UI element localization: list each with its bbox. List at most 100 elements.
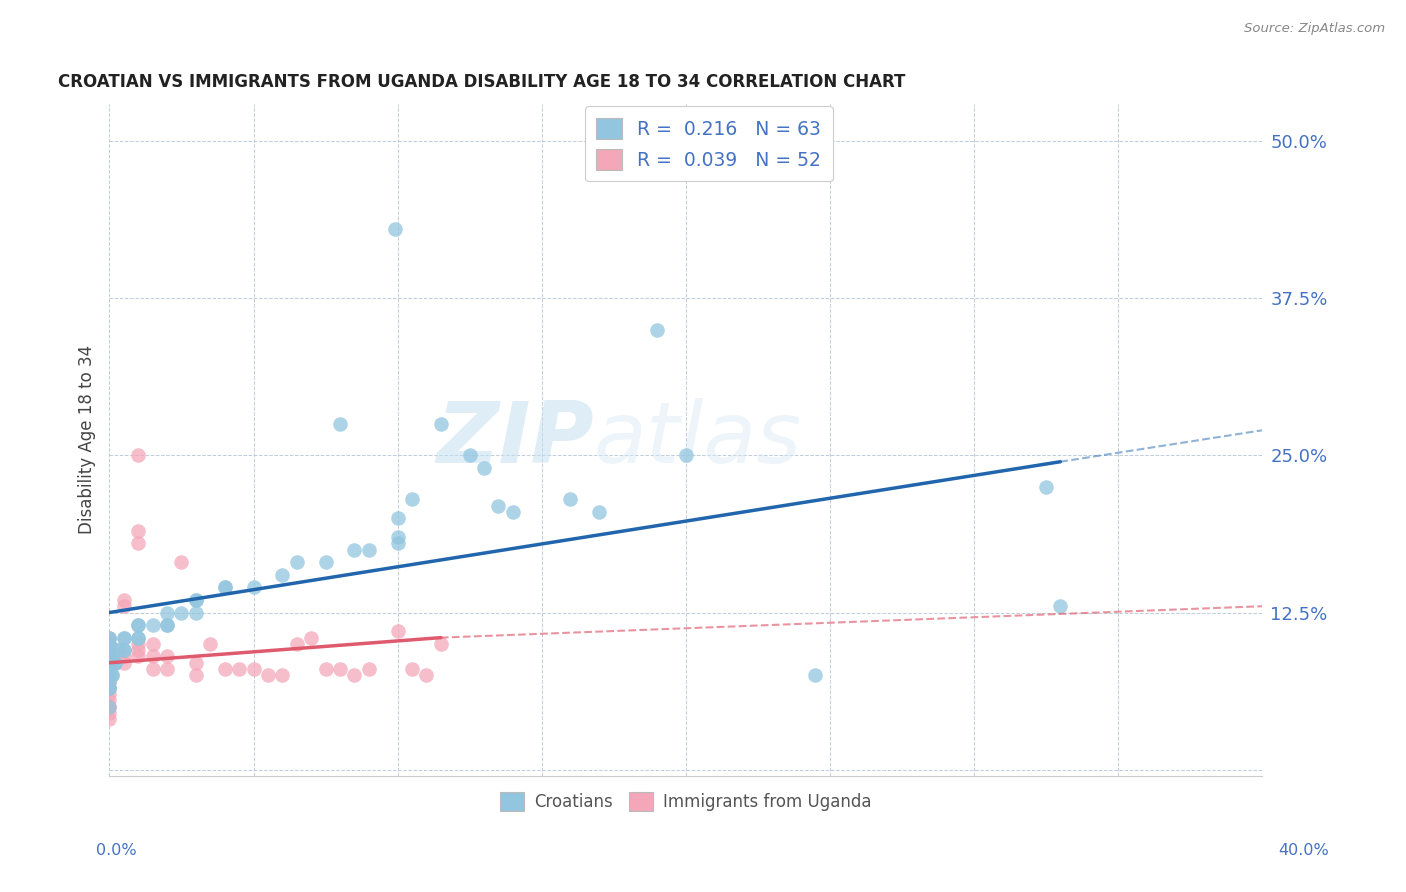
Point [502, 505, 524, 519]
Point [98, 637, 121, 651]
Point [588, 505, 610, 519]
Point [142, 637, 165, 651]
Point [98, 699, 121, 714]
Point [184, 656, 207, 670]
Point [645, 323, 668, 337]
Point [214, 580, 236, 594]
Point [271, 567, 294, 582]
Point [98, 643, 121, 657]
Point [127, 618, 149, 632]
Point [472, 461, 495, 475]
Text: 0.0%: 0.0% [96, 843, 136, 858]
Point [156, 618, 179, 632]
Point [458, 449, 481, 463]
Point [98, 699, 121, 714]
Point [107, 643, 129, 657]
Point [170, 606, 193, 620]
Point [98, 649, 121, 664]
Point [401, 492, 423, 507]
Point [101, 656, 124, 670]
Point [156, 606, 179, 620]
Point [142, 662, 165, 676]
Point [387, 511, 409, 525]
Point [488, 499, 510, 513]
Point [98, 637, 121, 651]
Point [98, 649, 121, 664]
Point [184, 606, 207, 620]
Point [98, 649, 121, 664]
Point [285, 637, 308, 651]
Point [357, 542, 380, 557]
Point [156, 618, 179, 632]
Point [127, 637, 149, 651]
Legend: Croatians, Immigrants from Uganda: Croatians, Immigrants from Uganda [494, 785, 877, 818]
Point [98, 706, 121, 720]
Point [200, 637, 222, 651]
Point [184, 668, 207, 682]
Point [1049, 599, 1071, 614]
Point [107, 643, 129, 657]
Point [127, 631, 149, 645]
Point [104, 656, 127, 670]
Point [242, 662, 264, 676]
Point [112, 643, 135, 657]
Point [98, 674, 121, 689]
Text: CROATIAN VS IMMIGRANTS FROM UGANDA DISABILITY AGE 18 TO 34 CORRELATION CHART: CROATIAN VS IMMIGRANTS FROM UGANDA DISAB… [58, 73, 905, 91]
Point [98, 712, 121, 726]
Point [242, 580, 264, 594]
Point [675, 449, 697, 463]
Point [98, 662, 121, 676]
Point [98, 681, 121, 695]
Point [98, 631, 121, 645]
Point [98, 681, 121, 695]
Point [98, 643, 121, 657]
Point [98, 631, 121, 645]
Point [343, 542, 366, 557]
Y-axis label: Disability Age 18 to 34: Disability Age 18 to 34 [79, 345, 96, 534]
Point [98, 662, 121, 676]
Text: ZIP: ZIP [436, 398, 593, 482]
Point [329, 662, 352, 676]
Point [112, 599, 135, 614]
Point [214, 662, 236, 676]
Point [315, 662, 337, 676]
Point [430, 637, 453, 651]
Point [127, 524, 149, 538]
Point [127, 536, 149, 550]
Point [112, 649, 135, 664]
Point [299, 631, 322, 645]
Text: atlas: atlas [593, 398, 801, 482]
Point [127, 618, 149, 632]
Point [112, 643, 135, 657]
Point [387, 530, 409, 544]
Point [98, 631, 121, 645]
Point [98, 674, 121, 689]
Point [98, 637, 121, 651]
Point [184, 593, 207, 607]
Point [142, 649, 165, 664]
Point [142, 618, 165, 632]
Point [127, 649, 149, 664]
Point [101, 668, 124, 682]
Point [98, 656, 121, 670]
Point [98, 681, 121, 695]
Point [170, 555, 193, 569]
Point [384, 222, 406, 236]
Point [98, 662, 121, 676]
Point [343, 668, 366, 682]
Point [1035, 480, 1057, 494]
Point [415, 668, 437, 682]
Point [112, 631, 135, 645]
Point [98, 681, 121, 695]
Point [271, 668, 294, 682]
Point [98, 668, 121, 682]
Point [98, 687, 121, 701]
Point [357, 662, 380, 676]
Point [214, 580, 236, 594]
Point [104, 656, 127, 670]
Point [184, 593, 207, 607]
Point [560, 492, 582, 507]
Point [401, 662, 423, 676]
Point [101, 668, 124, 682]
Point [804, 668, 827, 682]
